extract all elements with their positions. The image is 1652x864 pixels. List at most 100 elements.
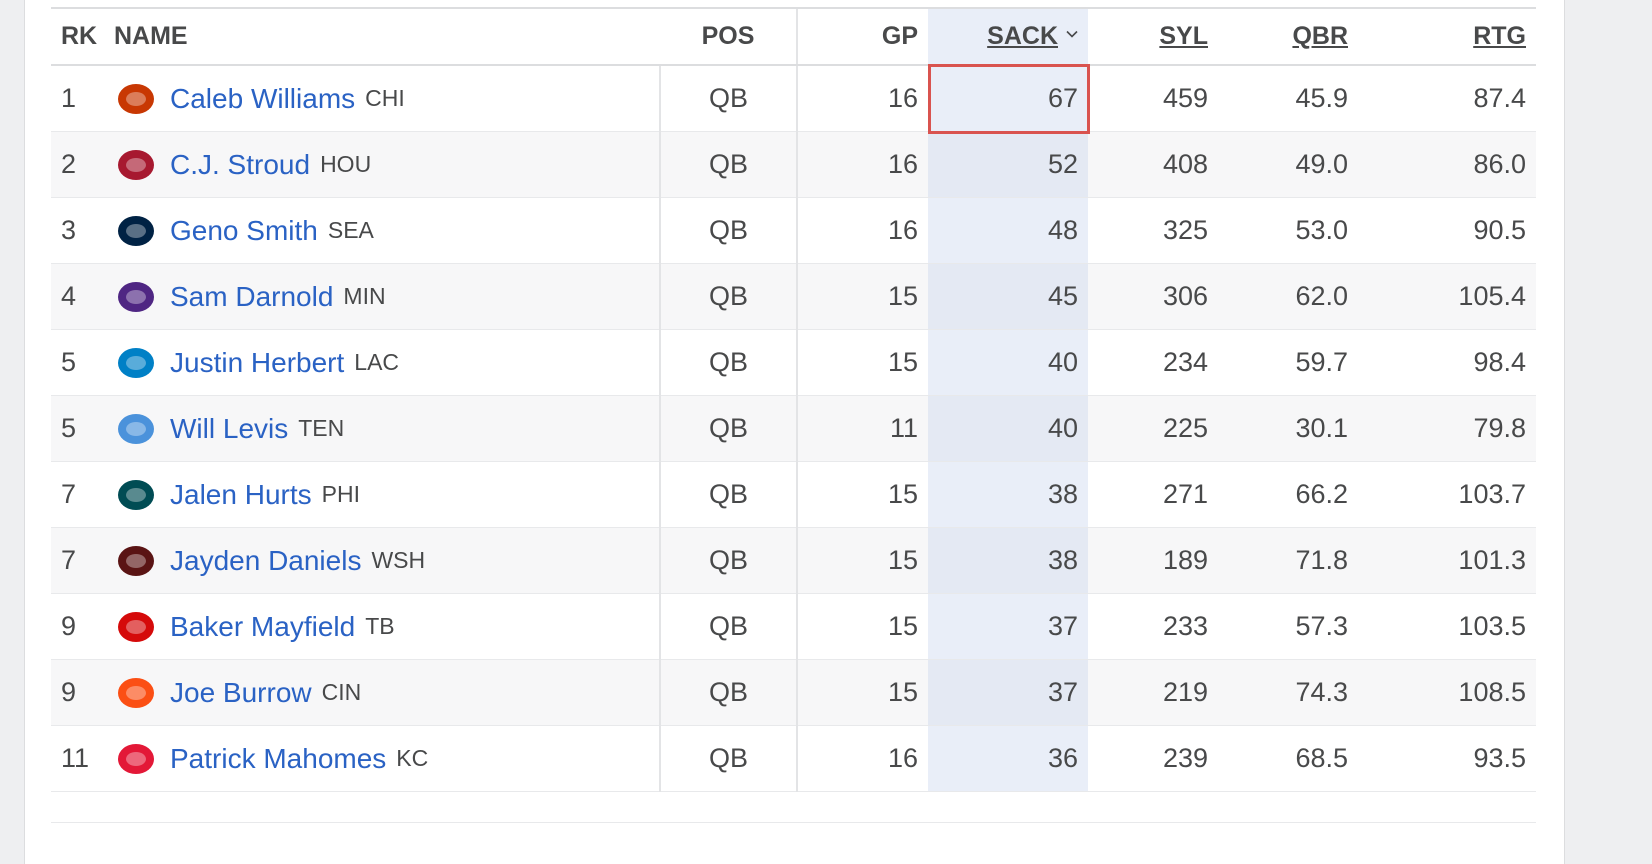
rank-cell: 9 — [51, 659, 107, 726]
qbr-cell: 66.2 — [1218, 461, 1358, 528]
rtg-cell: 93.5 — [1358, 725, 1536, 792]
titans-logo-icon — [118, 413, 154, 444]
pos-cell: QB — [659, 197, 798, 264]
player-link[interactable]: Baker Mayfield — [170, 610, 356, 642]
table-row: 4 Sam Darnold MIN QB 15 45 306 62.0 105.4 — [51, 263, 1536, 330]
gp-cell: 15 — [797, 593, 928, 660]
table-row-partial — [51, 791, 1536, 823]
syl-header-label[interactable]: SYL — [1159, 22, 1208, 50]
gp-cell: 16 — [797, 725, 928, 792]
pos-cell: QB — [659, 263, 798, 330]
qbr-cell: 68.5 — [1218, 725, 1358, 792]
gp-cell: 16 — [797, 131, 928, 198]
chevron-down-icon — [1066, 30, 1078, 38]
syl-cell: 325 — [1088, 197, 1218, 264]
syl-cell: 233 — [1088, 593, 1218, 660]
syl-cell: 219 — [1088, 659, 1218, 726]
column-header-name: NAME — [107, 9, 660, 66]
sack-cell: 38 — [928, 527, 1088, 594]
team-abbr: SEA — [327, 217, 374, 243]
qbr-cell: 71.8 — [1218, 527, 1358, 594]
buccaneers-logo-icon — [118, 611, 154, 642]
sack-header-label[interactable]: SACK — [987, 22, 1058, 50]
texans-logo-icon — [118, 149, 154, 180]
rtg-cell: 79.8 — [1358, 395, 1536, 462]
sack-cell: 40 — [928, 395, 1088, 462]
pos-cell: QB — [659, 593, 798, 660]
column-header-rtg[interactable]: RTG — [1358, 9, 1536, 66]
sack-value: 52 — [1047, 149, 1078, 179]
column-header-syl[interactable]: SYL — [1088, 9, 1218, 66]
rank-cell: 9 — [51, 593, 107, 660]
syl-cell: 271 — [1088, 461, 1218, 528]
table-row: 5 Will Levis TEN QB 11 40 225 30.1 79.8 — [51, 395, 1536, 462]
name-cell: Patrick Mahomes KC — [107, 725, 660, 792]
qbr-cell: 62.0 — [1218, 263, 1358, 330]
player-link[interactable]: Jalen Hurts — [170, 478, 312, 510]
column-header-sack[interactable]: SACK — [928, 9, 1088, 66]
pos-cell: QB — [659, 65, 798, 132]
rank-cell: 5 — [51, 395, 107, 462]
pos-cell: QB — [659, 329, 798, 396]
gp-cell: 15 — [797, 461, 928, 528]
bears-logo-icon — [118, 83, 154, 114]
table-row: 5 Justin Herbert LAC QB 15 40 234 59.7 98.4 — [51, 329, 1536, 396]
sack-cell: 45 — [928, 263, 1088, 330]
column-header-qbr[interactable]: QBR — [1218, 9, 1358, 66]
gp-cell: 16 — [797, 197, 928, 264]
sack-value: 36 — [1047, 743, 1078, 773]
qbr-header-label[interactable]: QBR — [1292, 22, 1348, 50]
rank-cell: 7 — [51, 461, 107, 528]
pos-cell: QB — [659, 395, 798, 462]
player-link[interactable]: Justin Herbert — [170, 346, 345, 378]
chargers-logo-icon — [118, 347, 154, 378]
gp-cell: 15 — [797, 659, 928, 726]
player-link[interactable]: Patrick Mahomes — [170, 742, 387, 774]
pos-cell: QB — [659, 131, 798, 198]
player-link[interactable]: C.J. Stroud — [170, 148, 311, 180]
sack-cell: 67 — [928, 64, 1090, 134]
qbr-cell: 57.3 — [1218, 593, 1358, 660]
gp-cell: 15 — [797, 329, 928, 396]
player-link[interactable]: Geno Smith — [170, 214, 318, 246]
table-row: 7 Jayden Daniels WSH QB 15 38 189 71.8 101.3 — [51, 527, 1536, 594]
team-abbr: LAC — [354, 349, 400, 375]
gp-cell: 16 — [797, 65, 928, 132]
chiefs-logo-icon — [118, 743, 154, 774]
player-link[interactable]: Sam Darnold — [170, 280, 334, 312]
player-link[interactable]: Caleb Williams — [170, 82, 356, 114]
seahawks-logo-icon — [118, 215, 154, 246]
team-abbr: PHI — [321, 481, 360, 507]
player-link[interactable]: Jayden Daniels — [170, 544, 362, 576]
table-row: 2 C.J. Stroud HOU QB 16 52 408 49.0 86.0 — [51, 131, 1536, 198]
gp-cell: 11 — [797, 395, 928, 462]
sack-cell: 36 — [928, 725, 1088, 792]
sack-cell: 52 — [928, 131, 1088, 198]
syl-cell: 225 — [1088, 395, 1218, 462]
rtg-cell: 103.7 — [1358, 461, 1536, 528]
qb-stats-table: RK NAME POS GP SACK SYL QBR RTG 1 Caleb W… — [51, 7, 1536, 823]
table-row: 9 Joe Burrow CIN QB 15 37 219 74.3 108.5 — [51, 659, 1536, 726]
pos-cell: QB — [659, 659, 798, 726]
team-abbr: TB — [365, 613, 395, 639]
sack-value: 45 — [1047, 281, 1078, 311]
table-row: 1 Caleb Williams CHI QB 16 67 459 45.9 87.4 — [51, 64, 1536, 134]
rank-cell: 11 — [51, 725, 107, 792]
rank-cell: 2 — [51, 131, 107, 198]
team-abbr: WSH — [371, 547, 426, 573]
name-cell: Joe Burrow CIN — [107, 659, 660, 726]
pos-cell: QB — [659, 527, 798, 594]
rtg-header-label[interactable]: RTG — [1473, 22, 1526, 50]
name-cell: Baker Mayfield TB — [107, 593, 660, 660]
sack-cell: 40 — [928, 329, 1088, 396]
sack-value: 37 — [1047, 677, 1078, 707]
table-row: 11 Patrick Mahomes KC QB 16 36 239 68.5 93.5 — [51, 725, 1536, 792]
syl-cell: 306 — [1088, 263, 1218, 330]
sack-cell: 48 — [928, 197, 1088, 264]
table-header: RK NAME POS GP SACK SYL QBR RTG — [51, 9, 1536, 66]
player-link[interactable]: Joe Burrow — [170, 676, 312, 708]
player-link[interactable]: Will Levis — [170, 412, 289, 444]
column-header-rk: RK — [51, 9, 107, 66]
table-body: 1 Caleb Williams CHI QB 16 67 459 45.9 87.4 2 C.J.… — [51, 64, 1536, 823]
rtg-cell: 108.5 — [1358, 659, 1536, 726]
